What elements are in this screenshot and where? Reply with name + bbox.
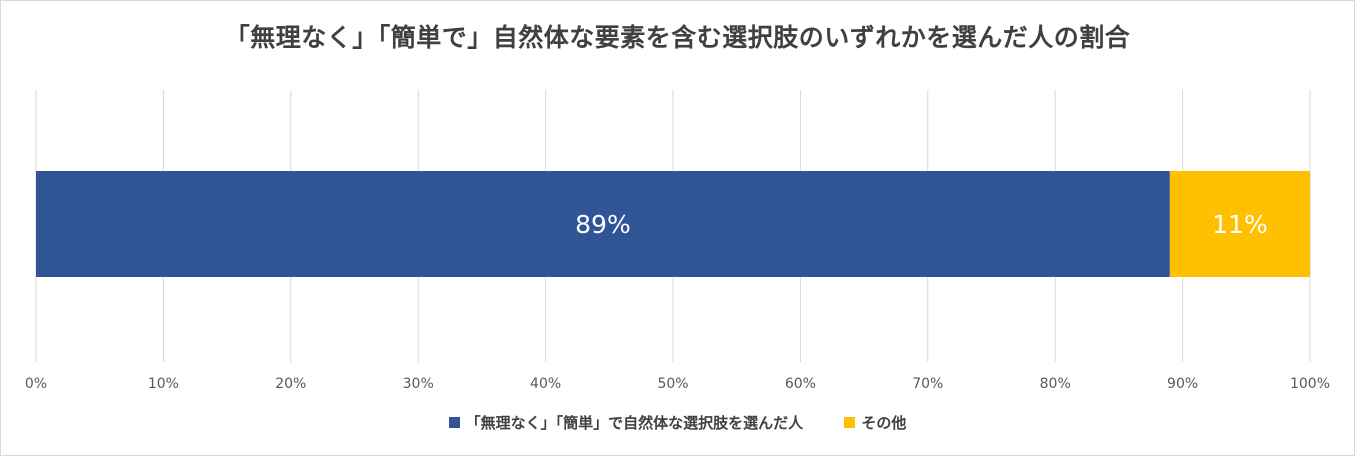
legend-label-selected: 「無理なく」「簡単」で自然体な選択肢を選んだ人 (465, 414, 804, 432)
legend-item-other: その他 (844, 412, 906, 433)
legend-swatch-yellow (844, 417, 856, 428)
bar-segments (36, 171, 1310, 277)
x-tick-label: 80% (1040, 376, 1071, 392)
x-tick-label: 40% (530, 376, 561, 392)
x-tick-label: 100% (1290, 376, 1330, 392)
bar-segment-other (1169, 171, 1310, 277)
chart-title: 「無理なく」「簡単で」自然体な要素を含む選択肢のいずれかを選んだ人の割合 (224, 23, 1131, 52)
data-labels: 89% 11% (575, 210, 1268, 239)
x-tick-label: 60% (785, 376, 816, 392)
legend-swatch-blue (448, 417, 460, 428)
x-tick-label: 50% (657, 376, 688, 392)
bar-segment-selected (36, 171, 1170, 277)
data-label: 11% (1212, 210, 1268, 239)
x-tick-label: 70% (912, 376, 943, 392)
x-tick-label: 0% (25, 376, 47, 392)
data-label: 89% (575, 210, 631, 239)
x-tick-label: 10% (148, 376, 179, 392)
x-tick-label: 20% (275, 376, 306, 392)
legend: 「無理なく」「簡単」で自然体な選択肢を選んだ人 その他 (0, 412, 1355, 433)
x-tick-label: 30% (403, 376, 434, 392)
legend-label-other: その他 (861, 414, 907, 432)
x-axis-tick-labels: 0% 10% 20% 30% 40% 50% 60% 70% 80% 90% 100% (25, 376, 1330, 392)
legend-item-selected: 「無理なく」「簡単」で自然体な選択肢を選んだ人 (448, 412, 804, 433)
x-tick-label: 90% (1167, 376, 1198, 392)
